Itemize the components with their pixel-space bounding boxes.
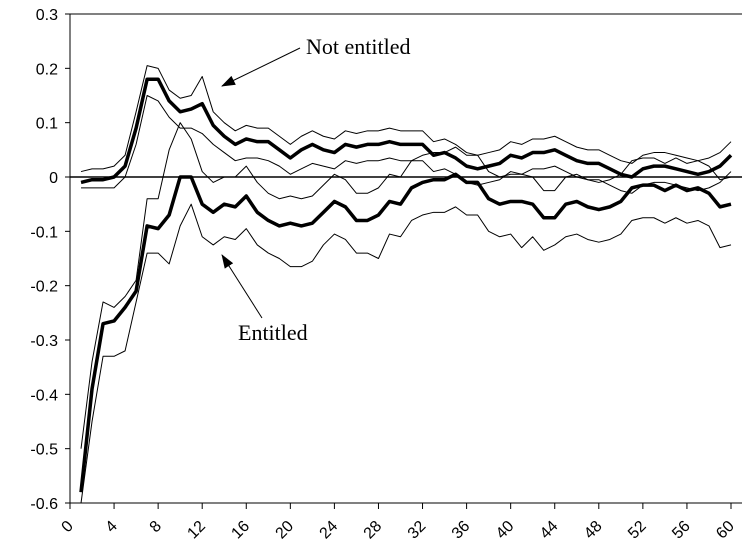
x-tick-label: 12 [184,518,209,543]
y-tick-label: 0 [49,170,58,187]
x-tick-label: 60 [713,518,738,543]
y-tick-label: -0.1 [30,224,58,241]
y-tick-label: -0.3 [30,333,58,350]
series-line [80,77,733,185]
x-tick-label: 0 [59,518,77,536]
x-tick-label: 40 [493,518,518,543]
x-tick-label: 48 [581,518,606,543]
annotation: Entitled [238,320,308,345]
y-tick-label: 0.2 [36,61,58,78]
y-tick-label: -0.2 [30,279,58,296]
y-tick-label: -0.6 [30,496,58,513]
y-tick-label: -0.5 [30,442,58,459]
series-line [81,95,732,194]
x-tick-label: 36 [449,518,474,543]
series-line [79,172,732,493]
y-tick-label: 0.1 [36,116,58,133]
x-tick-label: 20 [273,518,298,543]
annotation: Not entitled [306,34,410,59]
x-tick-label: 8 [147,518,165,536]
arrow [221,254,263,319]
x-tick-label: 28 [361,518,386,543]
x-tick-label: 24 [317,518,342,543]
y-tick-label: -0.4 [30,387,58,404]
series-line [80,122,732,449]
x-tick-label: 56 [669,518,694,543]
arrow [221,47,301,87]
x-tick-label: 16 [228,518,253,543]
x-tick-label: 4 [103,518,121,536]
series-line [80,65,732,173]
x-tick-label: 32 [405,518,430,543]
x-tick-label: 52 [625,518,650,543]
y-tick-label: 0.3 [36,7,58,24]
x-tick-label: 44 [537,518,562,543]
series-line [80,203,732,504]
